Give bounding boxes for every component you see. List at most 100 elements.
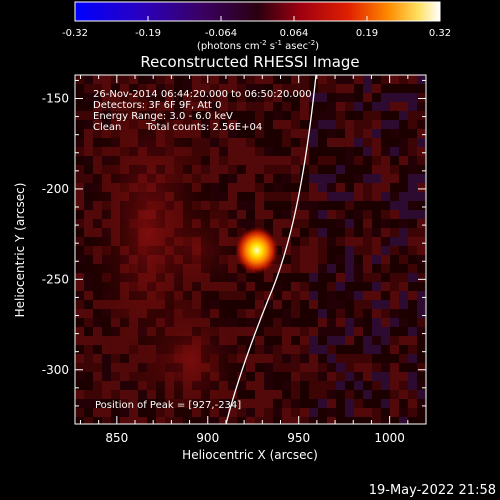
image-pixel (93, 372, 102, 381)
image-pixel (237, 93, 246, 102)
image-pixel (381, 147, 390, 156)
image-pixel (255, 183, 264, 192)
image-pixel (201, 93, 210, 102)
image-pixel (327, 372, 336, 381)
image-pixel (120, 417, 129, 424)
image-pixel (246, 408, 255, 417)
image-pixel (228, 183, 237, 192)
image-pixel (327, 210, 336, 219)
image-pixel (246, 363, 255, 372)
image-pixel (363, 111, 372, 120)
image-pixel (291, 201, 300, 210)
time-range: 26-Nov-2014 06:44:20.000 to 06:50:20.000 (93, 89, 312, 100)
image-pixel (363, 291, 372, 300)
image-pixel (336, 318, 345, 327)
image-pixel (273, 84, 282, 93)
x-tick-label: 850 (105, 431, 128, 445)
image-pixel (318, 183, 327, 192)
image-pixel (219, 147, 228, 156)
image-pixel (291, 192, 300, 201)
image-pixel (255, 300, 264, 309)
image-pixel (390, 345, 399, 354)
image-pixel (399, 138, 408, 147)
image-pixel (354, 381, 363, 390)
image-pixel (255, 210, 264, 219)
image-pixel (228, 192, 237, 201)
image-pixel (237, 138, 246, 147)
image-pixel (75, 390, 84, 399)
x-tick-label: 900 (196, 431, 219, 445)
image-pixel (417, 210, 426, 219)
image-pixel (309, 201, 318, 210)
image-pixel (264, 372, 273, 381)
image-pixel (399, 381, 408, 390)
image-pixel (318, 174, 327, 183)
image-pixel (363, 390, 372, 399)
image-pixel (408, 75, 417, 84)
image-pixel (318, 345, 327, 354)
image-pixel (246, 417, 255, 424)
image-pixel (390, 129, 399, 138)
image-pixel (354, 192, 363, 201)
image-pixel (372, 372, 381, 381)
image-pixel (264, 75, 273, 84)
image-pixel (327, 192, 336, 201)
image-pixel (372, 327, 381, 336)
image-pixel (363, 84, 372, 93)
image-pixel (255, 165, 264, 174)
image-pixel (390, 291, 399, 300)
image-pixel (300, 93, 309, 102)
image-pixel (417, 219, 426, 228)
image-pixel (273, 300, 282, 309)
image-pixel (237, 201, 246, 210)
rhessi-image (75, 75, 426, 424)
image-pixel (300, 345, 309, 354)
image-pixel (390, 363, 399, 372)
image-pixel (336, 183, 345, 192)
image-pixel (354, 273, 363, 282)
image-pixel (399, 408, 408, 417)
image-pixel (201, 84, 210, 93)
y-axis-label: Heliocentric Y (arcsec) (13, 183, 27, 318)
image-pixel (300, 264, 309, 273)
image-pixel (282, 309, 291, 318)
image-pixel (408, 372, 417, 381)
image-pixel (273, 327, 282, 336)
image-pixel (291, 174, 300, 183)
image-pixel (345, 264, 354, 273)
x-axis-ticks (79, 75, 427, 424)
total-counts: Total counts: 2.56E+04 (145, 122, 262, 133)
image-pixel (363, 138, 372, 147)
image-pixel (390, 273, 399, 282)
image-pixel (399, 210, 408, 219)
image-pixel (318, 111, 327, 120)
image-pixel (363, 210, 372, 219)
image-pixel (84, 84, 93, 93)
image-pixel (399, 219, 408, 228)
image-pixel (246, 381, 255, 390)
image-pixel (93, 408, 102, 417)
image-pixel (255, 192, 264, 201)
image-pixel (210, 93, 219, 102)
image-pixel (75, 300, 84, 309)
image-pixel (309, 300, 318, 309)
image-pixel (327, 390, 336, 399)
solar-limb-line (225, 75, 317, 424)
image-pixel (291, 264, 300, 273)
image-pixel (75, 354, 84, 363)
image-pixel (246, 399, 255, 408)
image-pixel (417, 255, 426, 264)
image-pixel (318, 75, 327, 84)
image-pixel (417, 300, 426, 309)
image-pixel (300, 354, 309, 363)
image-pixel (228, 102, 237, 111)
image-pixel (75, 408, 84, 417)
image-pixel (399, 300, 408, 309)
image-pixel (390, 381, 399, 390)
image-pixel (291, 408, 300, 417)
image-pixel (381, 120, 390, 129)
image-pixel (381, 399, 390, 408)
x-axis-label: Heliocentric X (arcsec) (182, 448, 318, 462)
image-pixel (264, 93, 273, 102)
image-pixel (354, 354, 363, 363)
